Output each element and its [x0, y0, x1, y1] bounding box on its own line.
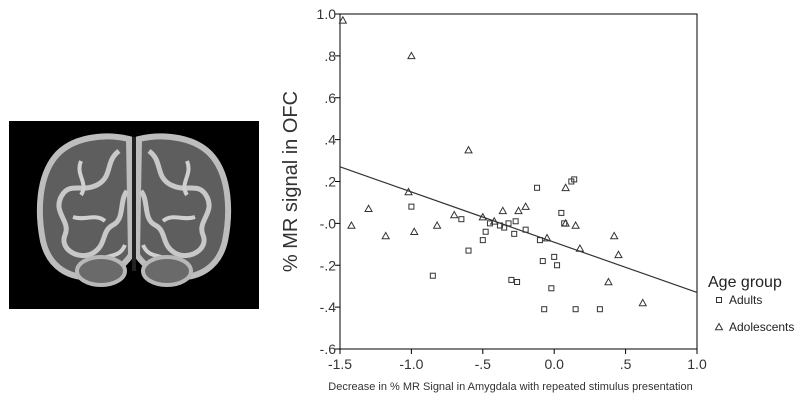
- adults-point: [536, 237, 543, 244]
- axes-layer: [339, 13, 698, 350]
- adolescents-point: [478, 212, 488, 221]
- adults-point: [486, 220, 493, 227]
- adolescents-point: [347, 220, 356, 229]
- adolescents-point: [604, 277, 613, 286]
- adolescents-point: [614, 250, 623, 259]
- legend-adults-label: Adults: [729, 293, 762, 307]
- adults-point: [554, 262, 561, 269]
- legend-adolescents-marker: [714, 322, 724, 331]
- adolescents-point: [404, 187, 413, 196]
- adults-point: [505, 220, 512, 227]
- x-tick-label: 0.0: [544, 356, 564, 372]
- y-tick-label: .8: [324, 48, 336, 64]
- y-tick-label: -.0: [320, 215, 337, 231]
- regression-line: [339, 166, 698, 294]
- x-tick-label: -1.5: [328, 356, 352, 372]
- adolescents-point: [561, 183, 570, 192]
- adults-point: [512, 218, 519, 225]
- adults-point: [408, 203, 415, 210]
- adolescents-point: [338, 15, 348, 24]
- adolescents-point: [449, 210, 459, 219]
- adults-point: [558, 209, 565, 216]
- y-tick-label: .2: [324, 174, 336, 190]
- adults-point: [458, 216, 465, 223]
- adults-point: [479, 237, 486, 244]
- adults-point: [508, 276, 515, 283]
- brain-mri-image: [9, 121, 259, 309]
- y-axis-label: % MR signal in OFC: [280, 91, 302, 272]
- adolescents-point: [489, 216, 499, 225]
- adolescents-point: [381, 231, 391, 240]
- adults-point: [511, 230, 518, 237]
- points-layer: [338, 15, 648, 313]
- adolescents-point: [498, 206, 508, 215]
- adolescents-point: [575, 243, 585, 252]
- adults-point: [596, 306, 603, 313]
- x-tick-label: .5: [620, 356, 632, 372]
- adults-point: [522, 226, 529, 233]
- y-tick-label: 1.0: [317, 6, 337, 22]
- adolescents-point: [638, 298, 648, 307]
- adults-point: [541, 306, 548, 313]
- x-tick-label: 1.0: [687, 356, 707, 372]
- fit-line-layer: [339, 166, 698, 294]
- adults-point: [572, 306, 579, 313]
- adolescents-point: [542, 233, 552, 242]
- adolescents-point: [409, 227, 419, 236]
- legend-adolescents-label: Adolescents: [729, 320, 794, 334]
- adults-point: [548, 285, 555, 292]
- adults-point: [534, 184, 541, 191]
- y-tick-label: .4: [324, 132, 336, 148]
- ticks-layer: -1.5 -1.0 -.5 0.0 .5 1.0 1.0 .8 .6 .4 .2 -.0 -.2 -.4 -…: [317, 6, 707, 372]
- adults-point: [501, 224, 508, 231]
- adults-point: [465, 247, 472, 254]
- y-tick-label: -.4: [320, 299, 337, 315]
- adolescents-point: [464, 145, 473, 154]
- x-tick-label: -.5: [475, 356, 492, 372]
- y-tick-label: -.2: [320, 257, 337, 273]
- adults-point: [551, 253, 558, 260]
- adolescents-point: [561, 218, 570, 227]
- adolescents-point: [432, 220, 442, 229]
- adolescents-point: [407, 51, 416, 60]
- adults-point: [514, 279, 521, 285]
- adolescents-point: [609, 231, 619, 240]
- adolescents-point: [514, 206, 523, 215]
- adults-point: [482, 228, 489, 235]
- adults-point: [429, 272, 436, 279]
- x-tick-label: -1.0: [399, 356, 423, 372]
- y-tick-label: -.6: [320, 341, 337, 357]
- legend-adults-marker: [716, 297, 722, 303]
- plot-frame: [339, 13, 698, 350]
- legend-title: Age group: [708, 274, 782, 291]
- adults-point: [571, 176, 578, 183]
- y-tick-label: .6: [324, 90, 336, 106]
- adults-point: [539, 258, 546, 265]
- adolescents-point: [364, 204, 373, 213]
- legend: Age group Adults Adolescents: [708, 274, 794, 334]
- adolescents-point: [521, 202, 530, 210]
- x-axis-label: Decrease in % MR Signal in Amygdala with…: [328, 381, 692, 393]
- brain-mri-graphic: [9, 121, 259, 309]
- adolescents-point: [571, 220, 580, 229]
